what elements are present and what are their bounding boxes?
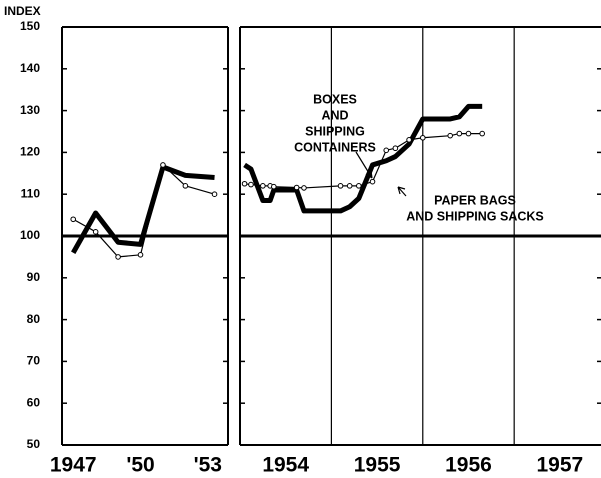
y-axis-label: INDEX	[4, 4, 41, 18]
data-point	[465, 130, 472, 137]
data-point	[346, 183, 353, 189]
data-point	[293, 184, 300, 191]
y-tick-label: 110	[21, 186, 41, 200]
y-tick-label: 100	[20, 228, 40, 242]
data-point	[392, 145, 399, 152]
x-tick-label: '53	[194, 454, 222, 477]
x-tick-label: 1957	[537, 454, 584, 477]
data-point	[369, 178, 376, 185]
data-point	[248, 181, 254, 188]
x-tick-label: 1955	[354, 454, 401, 477]
data-point	[260, 183, 266, 189]
data-point	[383, 147, 390, 154]
x-tick-label: 1954	[262, 454, 309, 477]
data-point	[182, 183, 189, 189]
data-point	[115, 254, 121, 260]
annotation: BOXES	[313, 92, 357, 106]
series-line	[243, 103, 483, 214]
y-tick-label: 70	[27, 354, 41, 368]
data-point	[301, 185, 307, 191]
data-point	[92, 229, 99, 235]
data-point	[160, 162, 166, 168]
data-point	[356, 183, 362, 189]
arrow	[397, 186, 407, 197]
data-point	[447, 132, 454, 139]
annotation: AND SHIPPING SACKS	[406, 209, 544, 223]
y-tick-label: 80	[27, 312, 41, 326]
data-point	[337, 183, 344, 189]
y-tick-label: 150	[20, 19, 40, 33]
annotation: SHIPPING	[305, 124, 365, 138]
y-tick-label: 50	[27, 437, 41, 451]
data-point	[211, 191, 218, 197]
data-point	[419, 134, 426, 141]
data-point	[271, 183, 277, 190]
y-tick-label: 60	[27, 395, 41, 409]
y-tick-label: 140	[20, 61, 40, 75]
series-line	[71, 164, 215, 254]
annotation: PAPER BAGS	[434, 193, 516, 207]
data-point	[70, 216, 77, 223]
data-point	[406, 137, 412, 143]
y-tick-label: 90	[27, 270, 41, 284]
x-tick-label: 1956	[445, 454, 492, 477]
data-point	[137, 252, 144, 258]
x-tick-label: 1947	[50, 454, 97, 477]
data-point	[479, 130, 485, 137]
x-tick-label: '50	[126, 454, 154, 477]
data-point	[241, 180, 248, 187]
annotation: CONTAINERS	[294, 140, 376, 154]
y-tick-label: 130	[20, 103, 40, 117]
data-point	[456, 130, 463, 137]
annotation: AND	[321, 108, 348, 122]
y-tick-label: 120	[20, 145, 40, 159]
